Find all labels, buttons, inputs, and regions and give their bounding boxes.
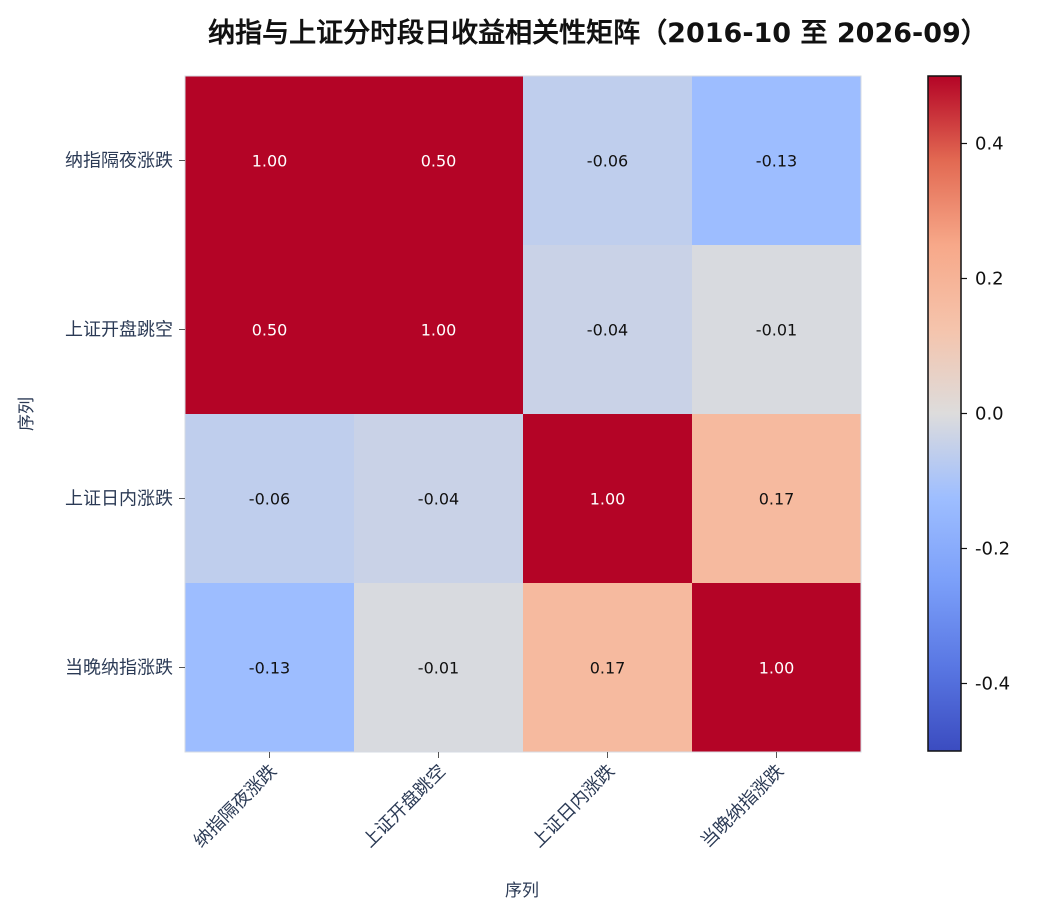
cell-value-label: -0.01 bbox=[418, 659, 459, 678]
colorbar-ticks: 0.4 0.2 0.0 -0.2 -0.4 bbox=[961, 134, 1010, 695]
x-axis-label: 序列 bbox=[505, 881, 539, 901]
colorbar-tick-label: 0.0 bbox=[975, 404, 1004, 425]
cell-value-label: 0.17 bbox=[590, 659, 626, 678]
heatmap-cell bbox=[354, 583, 524, 753]
cell-value-label: 1.00 bbox=[421, 321, 457, 340]
heatmap-cell bbox=[523, 245, 693, 415]
heatmap-cell bbox=[692, 583, 862, 753]
heatmap-frame bbox=[184, 75, 862, 753]
y-tick-label: 纳指隔夜涨跌 bbox=[65, 151, 173, 172]
cell-value-label: -0.06 bbox=[249, 490, 290, 509]
cell-value-label: 0.17 bbox=[759, 490, 795, 509]
chart-title: 纳指与上证分时段日收益相关性矩阵（2016-10 至 2026-09） bbox=[208, 17, 988, 49]
colorbar-tick-label: -0.2 bbox=[975, 539, 1010, 560]
cell-value-label: 0.50 bbox=[421, 152, 457, 171]
x-tick-label: 当晚纳指涨跌 bbox=[697, 761, 788, 852]
heatmap-cell bbox=[523, 76, 693, 246]
cell-value-label: -0.06 bbox=[587, 152, 628, 171]
colorbar-tick-label: 0.2 bbox=[975, 269, 1004, 290]
heatmap-cell bbox=[523, 414, 693, 584]
cell-value-label: -0.04 bbox=[418, 490, 459, 509]
x-tick-labels: 纳指隔夜涨跌 上证开盘跳空 上证日内涨跌 当晚纳指涨跌 bbox=[190, 752, 788, 852]
colorbar-gradient bbox=[927, 75, 962, 752]
heatmap-cell bbox=[354, 414, 524, 584]
heatmap-value-labels: 1.00 0.50 -0.06 -0.13 0.50 1.00 -0.04 -0.01 -0.0… bbox=[249, 152, 797, 678]
y-tick-label: 上证日内涨跌 bbox=[65, 489, 173, 510]
heatmap-cell bbox=[692, 414, 862, 584]
cell-value-label: -0.01 bbox=[756, 321, 797, 340]
heatmap-cell bbox=[185, 76, 355, 246]
colorbar: 0.4 0.2 0.0 -0.2 -0.4 bbox=[927, 75, 1010, 752]
heatmap-cell bbox=[354, 76, 524, 246]
colorbar-tick-label: -0.4 bbox=[975, 674, 1010, 695]
cell-value-label: 1.00 bbox=[759, 659, 795, 678]
x-tick-label: 上证开盘跳空 bbox=[359, 761, 450, 852]
y-tick-label: 上证开盘跳空 bbox=[65, 320, 173, 341]
heatmap-cell bbox=[185, 583, 355, 753]
cell-value-label: -0.13 bbox=[756, 152, 797, 171]
cell-value-label: -0.13 bbox=[249, 659, 290, 678]
cell-value-label: 1.00 bbox=[252, 152, 288, 171]
heatmap-cell bbox=[185, 245, 355, 415]
y-tick-label: 当晚纳指涨跌 bbox=[65, 658, 173, 679]
colorbar-tick-label: 0.4 bbox=[975, 134, 1004, 155]
y-axis-label: 序列 bbox=[17, 397, 37, 431]
cell-value-label: 1.00 bbox=[590, 490, 626, 509]
x-tick-label: 纳指隔夜涨跌 bbox=[190, 761, 281, 852]
cell-value-label: -0.04 bbox=[587, 321, 628, 340]
heatmap-cells bbox=[184, 75, 862, 753]
x-tick-label: 上证日内涨跌 bbox=[528, 761, 619, 852]
heatmap-cell bbox=[692, 245, 862, 415]
heatmap-cell bbox=[692, 76, 862, 246]
cell-value-label: 0.50 bbox=[252, 321, 288, 340]
heatmap-cell bbox=[354, 245, 524, 415]
heatmap-cell bbox=[523, 583, 693, 753]
heatmap-cell bbox=[185, 414, 355, 584]
